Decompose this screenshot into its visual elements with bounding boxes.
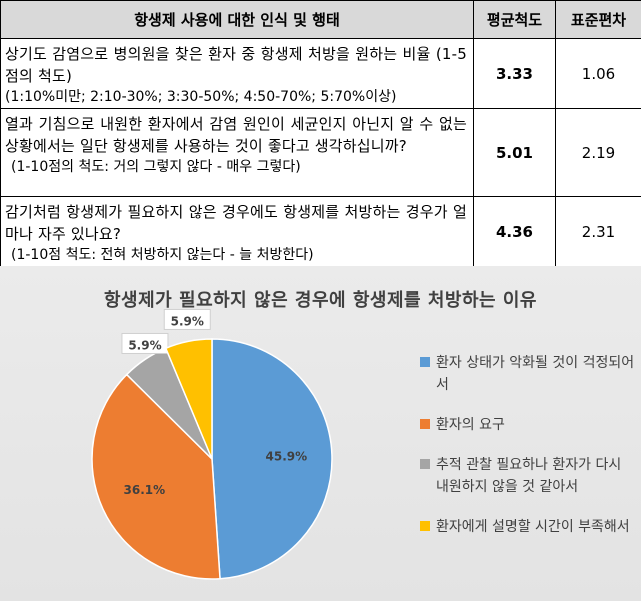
legend-swatch [420, 357, 430, 367]
table-header-row: 항생제 사용에 대한 인식 및 행태 평균척도 표준편차 [0, 0, 641, 39]
mean-value: 5.01 [473, 108, 556, 197]
data-label: 5.9% [128, 338, 161, 352]
question-cell: 감기처럼 항생제가 필요하지 않은 경우에도 항생제를 처방하는 경우가 얼마나… [0, 196, 474, 267]
question-text: 열과 기침으로 내원한 환자에서 감염 원인이 세균인지 아닌지 알 수 없는 … [5, 115, 467, 155]
table-row: 감기처럼 항생제가 필요하지 않은 경우에도 항생제를 처방하는 경우가 얼마나… [0, 196, 641, 267]
legend-item: 환자에게 설명할 시간이 부족해서 [420, 516, 635, 538]
legend-swatch [420, 459, 430, 469]
scale-note: (1:10%미만; 2:10-30%; 3:30-50%; 4:50-70%; … [5, 89, 397, 105]
question-cell: 상기도 감염으로 병의원을 찾은 환자 중 항생제 처방을 원하는 비율 (1-… [0, 38, 474, 109]
table-row: 열과 기침으로 내원한 환자에서 감염 원인이 세균인지 아닌지 알 수 없는 … [0, 108, 641, 197]
pie-slice [164, 338, 213, 460]
question-text: 상기도 감염으로 병의원을 찾은 환자 중 항생제 처방을 원하는 비율 (1-… [5, 45, 467, 85]
mean-value: 4.36 [473, 196, 556, 267]
sd-value: 1.06 [555, 38, 641, 109]
survey-table: 항생제 사용에 대한 인식 및 행태 평균척도 표준편차 상기도 감염으로 병의… [0, 0, 641, 267]
data-label-box [163, 308, 211, 330]
data-label: 5.9% [171, 314, 204, 328]
header-sd: 표준편차 [555, 0, 641, 39]
legend-label: 환자 상태가 악화될 것이 걱정되어서 [436, 355, 635, 393]
sd-value: 2.19 [555, 108, 641, 197]
data-label: 36.1% [124, 483, 166, 497]
question-text: 감기처럼 항생제가 필요하지 않은 경우에도 항생제를 처방하는 경우가 얼마나… [5, 203, 467, 243]
sd-value: 2.31 [555, 196, 641, 267]
question-cell: 열과 기침으로 내원한 환자에서 감염 원인이 세균인지 아닌지 알 수 없는 … [0, 108, 474, 197]
legend-item: 환자 상태가 악화될 것이 걱정되어서 [420, 352, 635, 396]
data-label: 45.9% [266, 450, 308, 464]
header-mean: 평균척도 [473, 0, 556, 39]
data-label-box [121, 332, 169, 354]
mean-value: 3.33 [473, 38, 556, 109]
pie-chart: 45.9% 36.1% 5.9% 5.9% [91, 308, 333, 580]
scale-note: (1-10점 척도: 전혀 처방하지 않는다 - 늘 처방한다) [11, 247, 314, 263]
legend-swatch [420, 419, 430, 429]
pie-chart-panel: 항생제가 필요하지 않은 경우에 항생제를 처방하는 이유 45.9% 36.1%… [0, 266, 641, 601]
table-row: 상기도 감염으로 병의원을 찾은 환자 중 항생제 처방을 원하는 비율 (1-… [0, 38, 641, 109]
legend-swatch [420, 521, 430, 531]
header-question: 항생제 사용에 대한 인식 및 행태 [0, 0, 474, 39]
chart-title: 항생제가 필요하지 않은 경우에 항생제를 처방하는 이유 [104, 290, 537, 311]
pie-slice [211, 338, 333, 580]
scale-note: (1-10점의 척도: 거의 그렇지 않다 - 매우 그렇다) [11, 159, 301, 175]
legend-label: 추적 관찰 필요하나 환자가 다시 내원하지 않을 것 같아서 [436, 457, 622, 495]
legend-item: 추적 관찰 필요하나 환자가 다시 내원하지 않을 것 같아서 [420, 454, 635, 498]
pie-slice [91, 373, 221, 580]
legend-label: 환자의 요구 [436, 417, 505, 433]
legend-label: 환자에게 설명할 시간이 부족해서 [436, 519, 630, 535]
legend-item: 환자의 요구 [420, 414, 635, 436]
